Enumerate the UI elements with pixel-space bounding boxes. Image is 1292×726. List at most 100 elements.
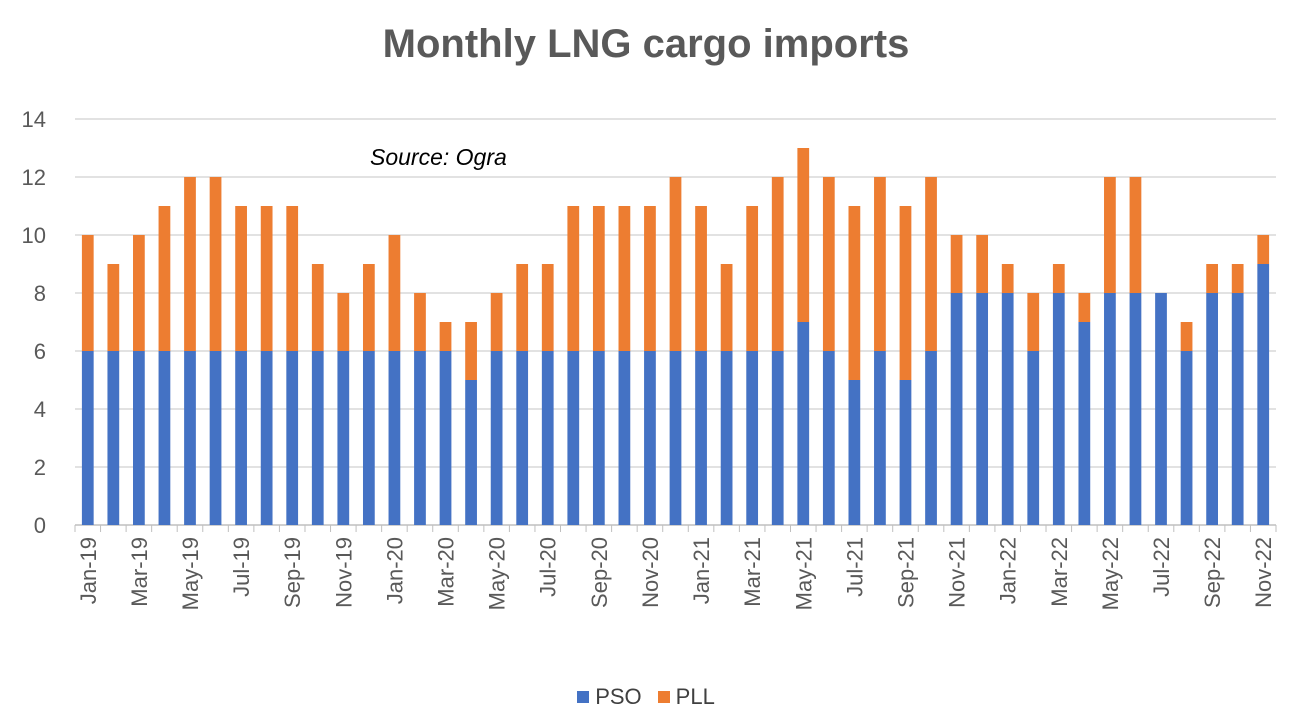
bar-pll-Oct-21 bbox=[925, 177, 937, 351]
bar-pso-Dec-20 bbox=[669, 351, 682, 525]
bar-pll-Aug-19 bbox=[260, 206, 273, 351]
y-tick-label-8: 8 bbox=[34, 281, 46, 306]
bar-pll-Feb-19 bbox=[107, 264, 120, 351]
legend-label-pll: PLL bbox=[675, 684, 715, 709]
x-tick-label-Mar-21: Mar-21 bbox=[740, 537, 765, 607]
x-tick-label-May-19: May-19 bbox=[178, 537, 203, 610]
x-tick-label-Jul-20: Jul-20 bbox=[536, 537, 561, 597]
bar-pll-Apr-20 bbox=[465, 322, 477, 380]
x-tick-label-Mar-20: Mar-20 bbox=[434, 537, 459, 607]
bar-pll-Oct-22 bbox=[1231, 264, 1244, 293]
x-tick-label-Sep-22: Sep-22 bbox=[1200, 537, 1225, 608]
bar-pll-Nov-22 bbox=[1257, 235, 1270, 264]
bar-pso-May-20 bbox=[490, 351, 503, 525]
bar-pll-Aug-20 bbox=[567, 206, 580, 351]
bar-pso-Sep-19 bbox=[286, 351, 299, 525]
bar-pso-Mar-21 bbox=[746, 351, 759, 525]
y-tick-label-0: 0 bbox=[34, 513, 46, 538]
bar-pll-Mar-19 bbox=[133, 235, 145, 351]
bar-pso-Aug-21 bbox=[874, 351, 886, 525]
chart-legend: PSO PLL bbox=[0, 684, 1292, 710]
legend-swatch-pll bbox=[657, 691, 670, 703]
bar-pll-Sep-19 bbox=[286, 206, 299, 351]
bar-pso-Nov-19 bbox=[337, 351, 350, 525]
bar-pso-Jun-22 bbox=[1129, 293, 1142, 525]
bar-pll-Feb-21 bbox=[720, 264, 733, 351]
bar-pll-Aug-22 bbox=[1180, 322, 1193, 351]
bar-pso-Aug-19 bbox=[260, 351, 273, 525]
bar-pll-May-20 bbox=[490, 293, 503, 351]
x-tick-label-Jan-21: Jan-21 bbox=[689, 537, 714, 604]
bar-pll-Dec-19 bbox=[362, 264, 375, 351]
bar-pll-Nov-19 bbox=[337, 293, 350, 351]
bar-pll-May-21 bbox=[797, 148, 810, 322]
bar-pso-Apr-20 bbox=[465, 380, 477, 525]
bar-pso-Apr-21 bbox=[771, 351, 784, 525]
bar-pso-Sep-21 bbox=[899, 380, 912, 525]
bar-pll-May-22 bbox=[1104, 177, 1116, 293]
x-tick-label-Mar-22: Mar-22 bbox=[1047, 537, 1072, 607]
bar-pll-Oct-20 bbox=[618, 206, 631, 351]
bar-pll-Sep-22 bbox=[1206, 264, 1218, 293]
legend-item-pll: PLL bbox=[657, 684, 715, 710]
bar-pll-Mar-20 bbox=[439, 322, 452, 351]
bar-pll-Nov-20 bbox=[644, 206, 656, 351]
bar-pso-Mar-22 bbox=[1052, 293, 1065, 525]
bar-pso-May-21 bbox=[797, 322, 810, 525]
bar-pso-Mar-19 bbox=[133, 351, 145, 525]
bar-pso-Jan-21 bbox=[695, 351, 707, 525]
x-tick-label-Sep-21: Sep-21 bbox=[893, 537, 918, 608]
x-tick-label-Jul-19: Jul-19 bbox=[229, 537, 254, 597]
legend-label-pso: PSO bbox=[595, 684, 642, 709]
bar-pll-Jun-20 bbox=[516, 264, 529, 351]
y-tick-label-12: 12 bbox=[22, 165, 46, 190]
bar-pso-May-22 bbox=[1104, 293, 1116, 525]
bar-pso-Feb-22 bbox=[1027, 351, 1040, 525]
bar-pso-Sep-20 bbox=[592, 351, 605, 525]
y-tick-label-14: 14 bbox=[22, 107, 46, 132]
bar-pll-Jan-20 bbox=[388, 235, 401, 351]
bar-pll-Feb-22 bbox=[1027, 293, 1040, 351]
y-tick-label-2: 2 bbox=[34, 455, 46, 480]
bar-pso-Mar-20 bbox=[439, 351, 452, 525]
source-annotation: Source: Ogra bbox=[370, 144, 507, 170]
bar-pll-Oct-19 bbox=[311, 264, 324, 351]
bar-pll-Apr-22 bbox=[1078, 293, 1091, 322]
bar-pll-Mar-22 bbox=[1052, 264, 1065, 293]
x-tick-label-May-21: May-21 bbox=[791, 537, 816, 610]
bar-pso-Nov-22 bbox=[1257, 264, 1270, 525]
x-tick-label-Jan-19: Jan-19 bbox=[76, 537, 101, 604]
bar-pso-Jun-19 bbox=[209, 351, 222, 525]
x-tick-label-Nov-20: Nov-20 bbox=[638, 537, 663, 608]
x-tick-label-Jul-21: Jul-21 bbox=[842, 537, 867, 597]
bar-pll-Jan-19 bbox=[81, 235, 94, 351]
bar-pso-Jan-19 bbox=[81, 351, 94, 525]
y-tick-label-4: 4 bbox=[34, 397, 46, 422]
y-tick-label-10: 10 bbox=[22, 223, 46, 248]
bar-pll-Jun-22 bbox=[1129, 177, 1142, 293]
bar-pll-Aug-21 bbox=[874, 177, 886, 351]
bar-pso-Aug-20 bbox=[567, 351, 580, 525]
bar-pso-Nov-20 bbox=[644, 351, 656, 525]
bar-pso-Oct-22 bbox=[1231, 293, 1244, 525]
bar-pll-Jan-22 bbox=[1001, 264, 1014, 293]
bar-pso-Jan-20 bbox=[388, 351, 401, 525]
bar-pso-Jul-22 bbox=[1155, 293, 1167, 525]
bar-pll-Jun-19 bbox=[209, 177, 222, 351]
bar-pll-Jan-21 bbox=[695, 206, 707, 351]
bar-pso-Sep-22 bbox=[1206, 293, 1218, 525]
bar-pso-May-19 bbox=[184, 351, 196, 525]
bar-pll-Sep-21 bbox=[899, 206, 912, 380]
x-tick-label-Jan-20: Jan-20 bbox=[382, 537, 407, 604]
x-tick-label-Nov-19: Nov-19 bbox=[331, 537, 356, 608]
legend-item-pso: PSO bbox=[577, 684, 642, 710]
x-tick-label-Jul-22: Jul-22 bbox=[1149, 537, 1174, 597]
bar-pll-Dec-21 bbox=[976, 235, 989, 293]
bar-pso-Jul-20 bbox=[541, 351, 554, 525]
x-tick-label-Nov-21: Nov-21 bbox=[945, 537, 970, 608]
bar-pll-May-19 bbox=[184, 177, 196, 351]
bar-pso-Oct-21 bbox=[925, 351, 937, 525]
bar-pll-Apr-19 bbox=[158, 206, 171, 351]
bar-pll-Nov-21 bbox=[950, 235, 963, 293]
